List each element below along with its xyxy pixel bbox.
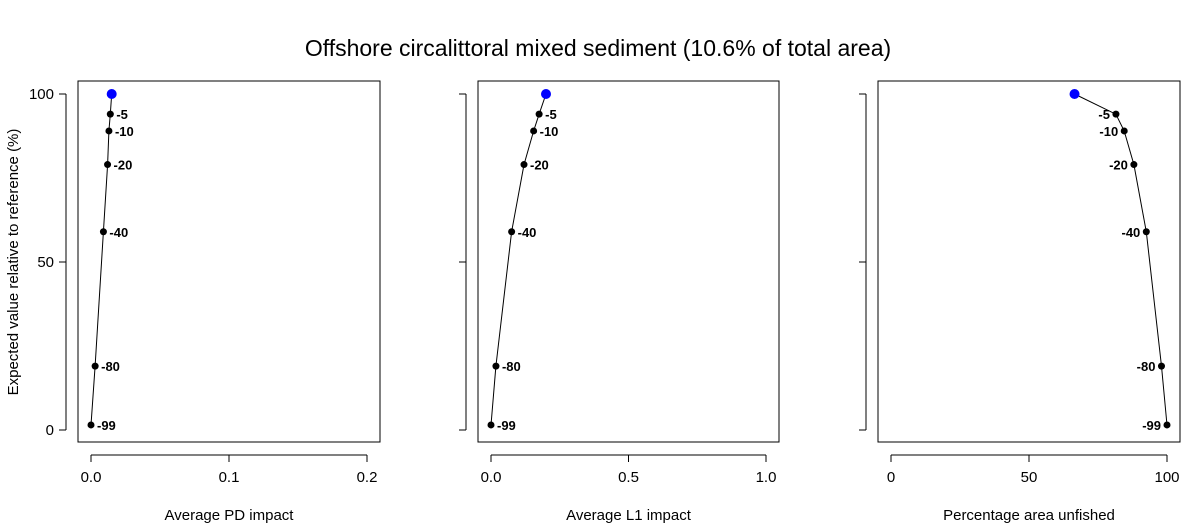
data-point [104,161,112,169]
data-point [1142,228,1150,236]
data-label: -99 [497,418,516,433]
y-tick-label: 100 [29,86,54,103]
data-label: -40 [109,225,128,240]
plot-frame [877,80,1181,443]
series-line [490,93,547,426]
x-tick-label: 0.2 [357,469,378,486]
reference-point [1069,89,1080,99]
x-axis-label: Average L1 impact [566,507,692,524]
data-label: -5 [116,107,128,122]
data-label: -80 [1137,359,1156,374]
plot-frame [77,80,381,443]
data-label: -10 [1099,124,1118,139]
data-label: -40 [518,225,537,240]
x-tick-label: 0.5 [618,469,639,486]
data-point [91,362,99,370]
data-label: -5 [1098,107,1110,122]
x-tick-label: 0.0 [81,469,102,486]
data-label: -99 [97,418,116,433]
panels: 0.0 0.1 0.2 0 50 100 Average PD impact -5 -10 -20… [29,80,1181,524]
data-point [87,421,95,429]
data-label: -10 [540,124,559,139]
reference-point [106,89,117,99]
data-point [535,110,543,118]
data-label: -5 [545,107,557,122]
data-point [1112,110,1120,118]
data-point [105,127,113,135]
data-point [520,161,528,169]
data-label: -20 [1109,158,1128,173]
data-point [1157,362,1165,370]
data-point [106,110,114,118]
data-point [1130,161,1138,169]
data-point [1120,127,1128,135]
panel-1: 0.0 0.1 0.2 0 50 100 Average PD impact -5 -10 -20… [29,80,381,524]
data-label: -99 [1142,418,1161,433]
data-label: -10 [115,124,134,139]
data-label: -40 [1122,225,1141,240]
x-tick-label: 0.0 [481,469,502,486]
y-tick-label: 0 [46,422,54,439]
x-axis-label: Percentage area unfished [943,507,1115,524]
data-point [1163,421,1171,429]
x-tick-label: 100 [1154,469,1179,486]
x-tick-label: 1.0 [756,469,777,486]
data-point [492,362,500,370]
data-label: -80 [502,359,521,374]
data-label: -20 [114,158,133,173]
data-point [99,228,107,236]
data-point [508,228,516,236]
x-tick-label: 0 [887,469,895,486]
series-line [1074,93,1168,426]
plot-frame [477,80,780,443]
chart-title: Offshore circalittoral mixed sediment (1… [305,35,891,61]
data-label: -80 [101,359,120,374]
y-axis-label: Expected value relative to reference (%) [5,129,22,396]
x-tick-label: 50 [1021,469,1038,486]
panel-2: 0.0 0.5 1.0 Average L1 impact -5 -10 -20 -40 -80… [459,80,780,524]
reference-point [541,89,551,99]
y-tick-label: 50 [37,254,54,271]
data-point [530,127,538,135]
panel-3: 0 50 100 Percentage area unfished -5 -10 -20 -4… [859,80,1181,524]
x-axis-label: Average PD impact [165,507,295,524]
series-line [90,93,113,426]
data-label: -20 [530,158,549,173]
x-tick-label: 0.1 [219,469,240,486]
data-point [487,421,495,429]
